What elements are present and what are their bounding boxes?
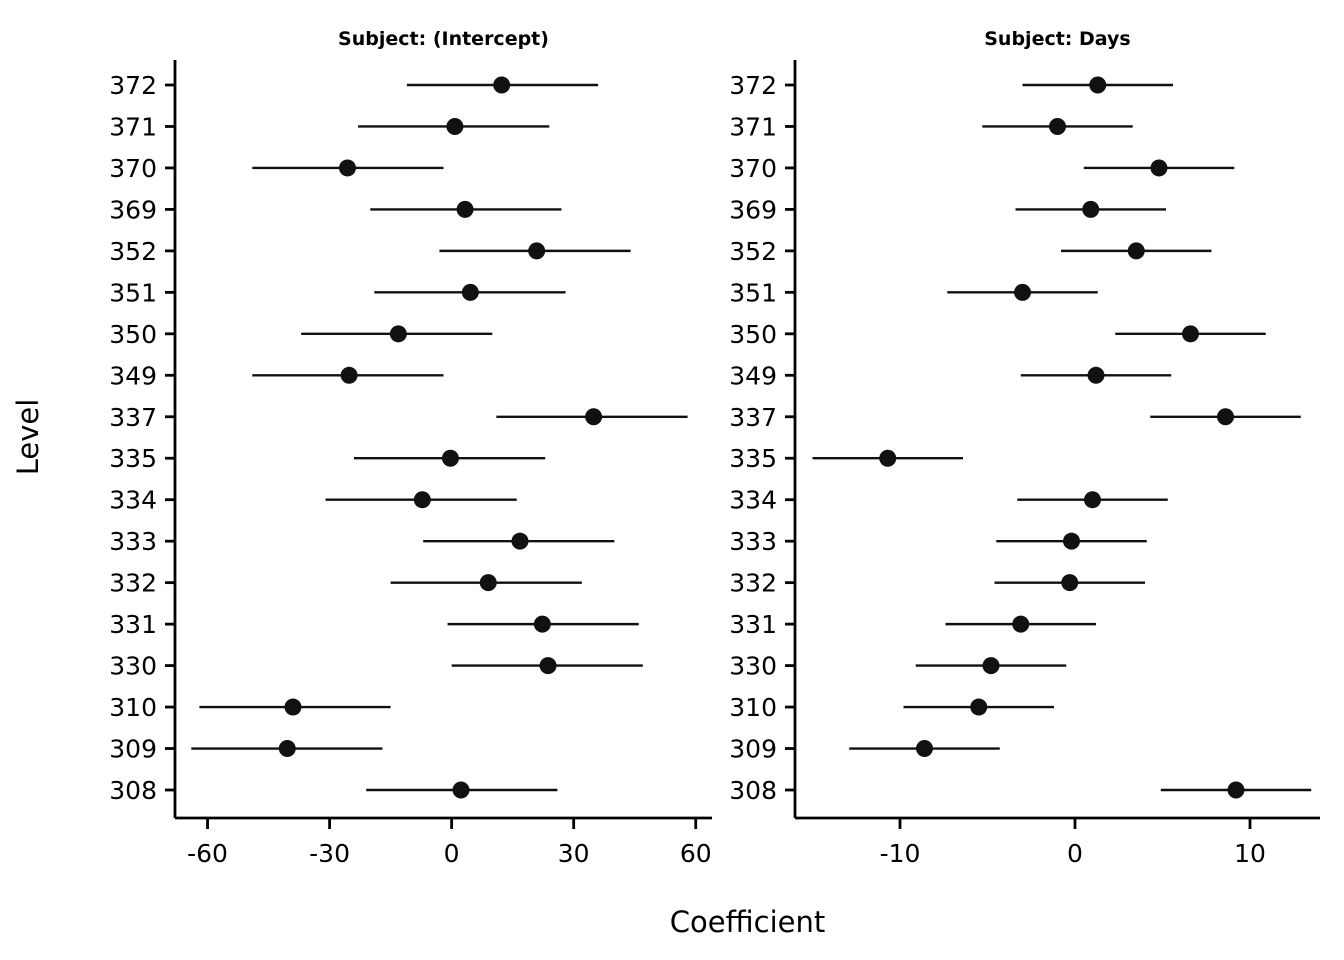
y-tick-label: 371 xyxy=(109,112,157,141)
y-tick-label: 330 xyxy=(109,652,157,681)
y-tick-label: 310 xyxy=(729,693,777,722)
y-tick-label: 371 xyxy=(729,112,777,141)
y-tick-label: 309 xyxy=(109,735,157,764)
point-estimate xyxy=(446,117,464,135)
y-tick-label: 310 xyxy=(109,693,157,722)
y-tick-label: 334 xyxy=(109,486,157,515)
y-tick-label: 351 xyxy=(109,278,157,307)
y-tick-label: 334 xyxy=(729,486,777,515)
y-tick-label: 335 xyxy=(109,444,157,473)
point-estimate xyxy=(452,781,470,799)
point-estimate xyxy=(461,283,479,301)
y-tick-label: 332 xyxy=(729,569,777,598)
y-tick-label: 352 xyxy=(109,237,157,266)
y-tick-label: 331 xyxy=(109,610,157,639)
y-tick-label: 370 xyxy=(729,154,777,183)
point-estimate xyxy=(338,159,356,177)
point-estimate xyxy=(539,657,557,675)
panel-title-intercept: Subject: (Intercept) xyxy=(338,28,549,50)
point-estimate xyxy=(278,740,296,758)
point-estimate xyxy=(879,449,897,467)
y-tick-label: 335 xyxy=(729,444,777,473)
y-tick-label: 308 xyxy=(729,776,777,805)
y-tick-label: 351 xyxy=(729,278,777,307)
point-estimate xyxy=(1217,408,1234,426)
x-tick-label: 0 xyxy=(1067,839,1083,868)
y-tick-label: 352 xyxy=(729,237,777,266)
point-estimate xyxy=(982,657,1000,675)
x-tick-label: 10 xyxy=(1234,839,1266,868)
x-axis-label: Coefficient xyxy=(669,905,826,939)
point-estimate xyxy=(493,76,511,94)
point-estimate xyxy=(511,532,529,550)
point-estimate xyxy=(389,325,407,343)
x-tick-label: 60 xyxy=(680,839,712,868)
y-axis-label: Level xyxy=(11,398,45,476)
point-estimate xyxy=(1082,200,1100,218)
point-estimate xyxy=(456,200,474,218)
y-tick-label: 308 xyxy=(109,776,157,805)
point-estimate xyxy=(441,449,459,467)
point-estimate xyxy=(533,615,551,633)
y-tick-label: 349 xyxy=(729,361,777,390)
point-estimate xyxy=(585,408,603,426)
point-estimate xyxy=(1089,76,1107,94)
point-estimate xyxy=(1063,532,1080,550)
x-tick-label: 0 xyxy=(444,839,460,868)
point-estimate xyxy=(916,740,933,758)
y-tick-label: 331 xyxy=(729,610,777,639)
point-estimate xyxy=(1084,491,1101,509)
point-estimate xyxy=(528,242,546,260)
point-estimate xyxy=(1227,781,1245,799)
y-tick-label: 372 xyxy=(729,71,777,100)
y-tick-label: 369 xyxy=(109,195,157,224)
point-estimate xyxy=(1061,574,1079,592)
point-estimate xyxy=(1150,159,1168,177)
y-tick-label: 370 xyxy=(109,154,157,183)
point-estimate xyxy=(1049,117,1066,135)
y-tick-label: 372 xyxy=(109,71,157,100)
point-estimate xyxy=(1014,283,1031,301)
y-tick-label: 350 xyxy=(729,320,777,349)
y-tick-label: 333 xyxy=(729,527,777,556)
y-tick-label: 349 xyxy=(109,361,157,390)
point-estimate xyxy=(1127,242,1145,260)
point-estimate xyxy=(284,698,302,716)
point-estimate xyxy=(479,574,497,592)
y-tick-label: 332 xyxy=(109,569,157,598)
point-estimate xyxy=(970,698,988,716)
point-estimate xyxy=(1182,325,1199,343)
y-tick-label: 333 xyxy=(109,527,157,556)
y-tick-label: 309 xyxy=(729,735,777,764)
y-tick-label: 337 xyxy=(109,403,157,432)
x-tick-label: 30 xyxy=(558,839,590,868)
panel-title-days: Subject: Days xyxy=(984,28,1131,50)
point-estimate xyxy=(1012,615,1030,633)
point-estimate xyxy=(413,491,431,509)
y-tick-label: 337 xyxy=(729,403,777,432)
x-tick-label: -10 xyxy=(880,839,921,868)
y-tick-label: 369 xyxy=(729,195,777,224)
y-tick-label: 350 xyxy=(109,320,157,349)
point-estimate xyxy=(1087,366,1105,384)
x-tick-label: -30 xyxy=(309,839,350,868)
y-tick-label: 330 xyxy=(729,652,777,681)
x-tick-label: -60 xyxy=(187,839,228,868)
point-estimate xyxy=(340,366,358,384)
